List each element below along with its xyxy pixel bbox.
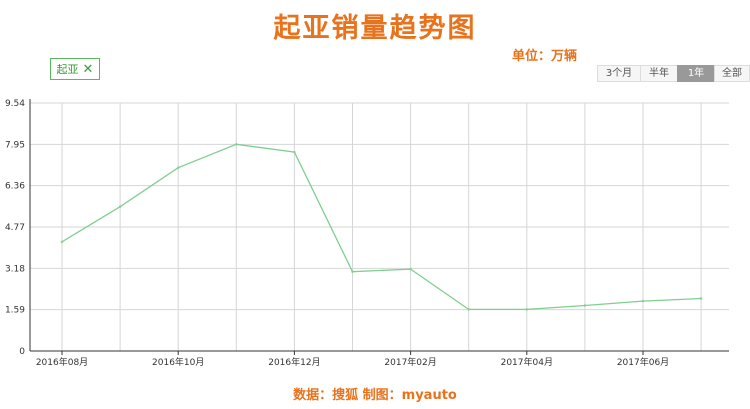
y-tick-label: 1.59	[5, 306, 25, 316]
chart-title: 起亚销量趋势图	[273, 13, 477, 44]
data-point	[409, 267, 412, 271]
unit-label: 单位：万辆	[512, 49, 578, 64]
x-tick-label: 2017年04月	[501, 356, 553, 368]
data-point	[60, 240, 64, 244]
y-tick-label: 3.18	[5, 264, 25, 274]
y-tick-label: 4.77	[5, 223, 25, 233]
y-tick-label: 0	[19, 347, 25, 357]
series-line-kia	[61, 143, 702, 311]
range-selector: 3个月 半年 1年 全部	[597, 65, 750, 82]
x-tick-label: 2017年06月	[617, 356, 669, 368]
y-tick-label: 7.95	[5, 140, 25, 150]
y-tick-label: 6.36	[5, 182, 25, 192]
x-tick-label: 2017年02月	[384, 356, 436, 368]
data-point	[467, 308, 470, 311]
data-point	[699, 297, 703, 300]
data-point	[583, 304, 587, 307]
y-tick-label: 9.54	[5, 99, 25, 109]
data-point	[235, 143, 238, 146]
data-point	[351, 270, 354, 273]
x-tick-label: 2016年10月	[152, 356, 204, 368]
legend-label: 起亚	[56, 63, 79, 76]
data-point	[118, 205, 122, 208]
data-point	[525, 308, 528, 311]
legend-item-kia[interactable]: 起亚 ✕	[50, 58, 100, 80]
source-footer: 数据：搜狐 制图：myauto	[293, 388, 457, 403]
data-point	[177, 166, 180, 169]
close-icon[interactable]: ✕	[82, 61, 94, 77]
data-point	[641, 299, 645, 303]
x-tick-label: 2016年08月	[36, 356, 88, 368]
data-point	[293, 150, 296, 154]
x-tick-label: 2016年12月	[268, 356, 320, 368]
